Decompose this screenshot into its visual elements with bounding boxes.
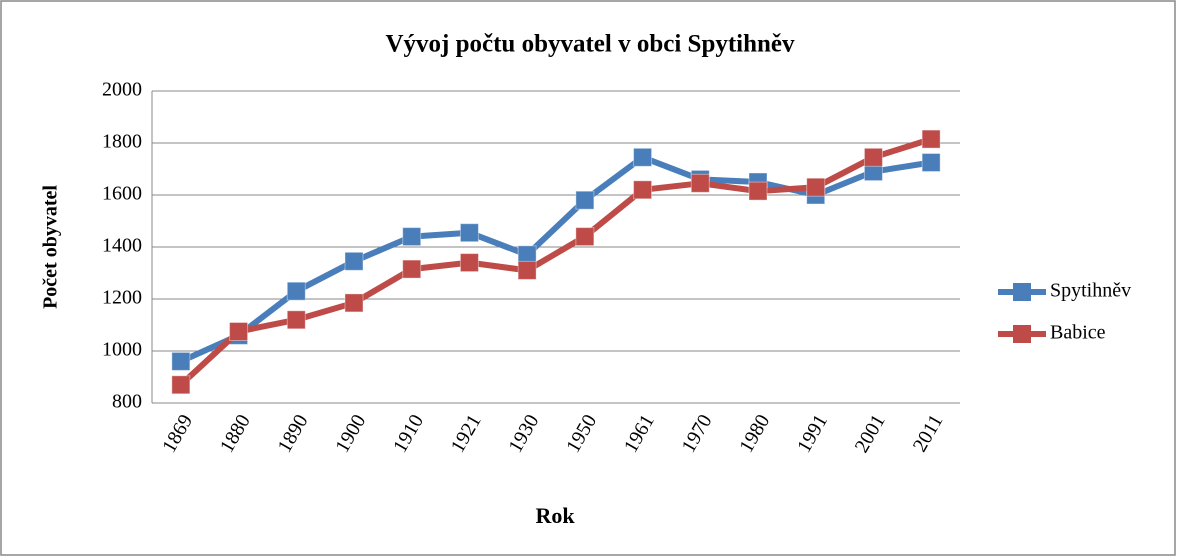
data-point	[633, 147, 653, 167]
x-axis-label: Rok	[535, 503, 575, 528]
data-point	[921, 129, 941, 149]
data-point	[806, 177, 826, 197]
legend-label: Babice	[1050, 322, 1106, 344]
y-tick-label: 1800	[102, 131, 142, 153]
y-tick-label: 1600	[102, 183, 142, 205]
data-point	[748, 181, 768, 201]
data-point	[690, 173, 710, 193]
data-point	[459, 223, 479, 243]
data-point	[229, 322, 249, 341]
data-point	[633, 180, 653, 200]
y-tick-label: 1200	[102, 287, 142, 309]
y-tick-label: 800	[112, 391, 142, 413]
legend-label: Spytihněv	[1050, 280, 1131, 302]
y-axis-label: Počet obyvatel	[40, 185, 62, 309]
data-point	[286, 310, 306, 330]
chart-title: Vývoj počtu obyvatel v obci Spytihněv	[385, 31, 795, 58]
data-point	[286, 281, 306, 301]
data-point	[921, 153, 941, 172]
data-point	[402, 259, 422, 279]
data-point	[575, 190, 595, 210]
data-point	[863, 147, 883, 167]
data-point	[344, 293, 364, 313]
y-tick-label: 2000	[102, 79, 142, 101]
data-point	[575, 227, 595, 247]
y-tick-label: 1000	[102, 339, 142, 361]
data-point	[171, 375, 191, 395]
series-line	[179, 154, 932, 365]
legend-marker	[1013, 325, 1031, 343]
y-tick-label: 1400	[102, 235, 142, 257]
data-point	[171, 351, 191, 371]
data-point	[344, 251, 364, 271]
legend-marker	[1013, 283, 1031, 301]
data-point	[402, 227, 422, 247]
data-point	[517, 260, 537, 280]
data-point	[459, 253, 479, 273]
series-line	[178, 136, 933, 388]
